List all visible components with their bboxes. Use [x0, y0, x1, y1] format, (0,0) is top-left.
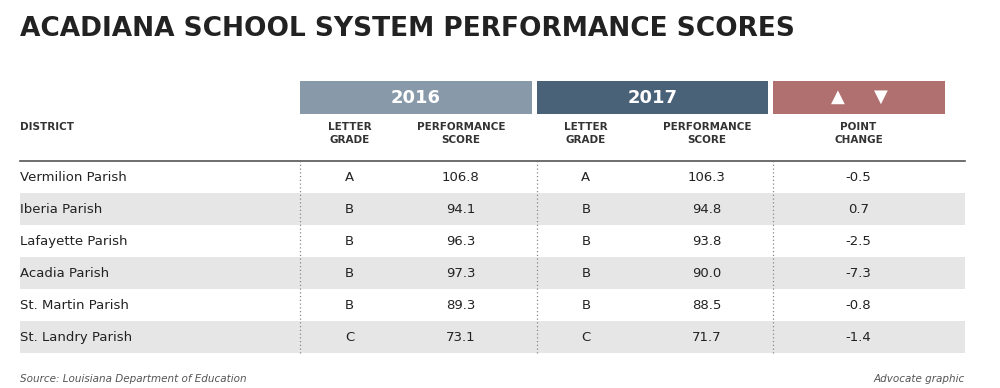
- Text: PERFORMANCE
SCORE: PERFORMANCE SCORE: [663, 122, 751, 145]
- Text: Source: Louisiana Department of Education: Source: Louisiana Department of Educatio…: [20, 374, 246, 384]
- Text: DISTRICT: DISTRICT: [20, 122, 74, 132]
- Text: B: B: [345, 234, 354, 248]
- FancyBboxPatch shape: [20, 257, 965, 289]
- Text: -0.8: -0.8: [846, 298, 871, 312]
- Text: -0.5: -0.5: [846, 170, 871, 184]
- Text: 106.8: 106.8: [442, 170, 480, 184]
- Text: A: A: [345, 170, 354, 184]
- Text: St. Landry Parish: St. Landry Parish: [20, 331, 132, 344]
- Text: 2017: 2017: [627, 89, 677, 107]
- FancyBboxPatch shape: [537, 81, 768, 114]
- Text: 90.0: 90.0: [692, 267, 722, 280]
- Text: 93.8: 93.8: [692, 234, 722, 248]
- Text: 89.3: 89.3: [446, 298, 475, 312]
- Text: Iberia Parish: Iberia Parish: [20, 203, 102, 216]
- Text: ACADIANA SCHOOL SYSTEM PERFORMANCE SCORES: ACADIANA SCHOOL SYSTEM PERFORMANCE SCORE…: [20, 16, 795, 42]
- Text: Advocate graphic: Advocate graphic: [874, 374, 965, 384]
- Text: B: B: [345, 298, 354, 312]
- Text: LETTER
GRADE: LETTER GRADE: [328, 122, 371, 145]
- Text: POINT
CHANGE: POINT CHANGE: [834, 122, 883, 145]
- Text: LETTER
GRADE: LETTER GRADE: [564, 122, 608, 145]
- Text: 94.1: 94.1: [446, 203, 475, 216]
- Text: ▲: ▲: [830, 88, 844, 106]
- Text: B: B: [581, 298, 590, 312]
- FancyBboxPatch shape: [773, 81, 945, 114]
- Text: -1.4: -1.4: [846, 331, 871, 344]
- Text: Vermilion Parish: Vermilion Parish: [20, 170, 126, 184]
- FancyBboxPatch shape: [300, 81, 532, 114]
- FancyBboxPatch shape: [20, 225, 965, 257]
- Text: -7.3: -7.3: [846, 267, 872, 280]
- Text: 88.5: 88.5: [692, 298, 722, 312]
- Text: Lafayette Parish: Lafayette Parish: [20, 234, 127, 248]
- FancyBboxPatch shape: [20, 161, 965, 193]
- FancyBboxPatch shape: [20, 193, 965, 225]
- Text: St. Martin Parish: St. Martin Parish: [20, 298, 129, 312]
- Text: B: B: [581, 203, 590, 216]
- Text: B: B: [345, 267, 354, 280]
- Text: Acadia Parish: Acadia Parish: [20, 267, 109, 280]
- Text: 106.3: 106.3: [688, 170, 726, 184]
- Text: C: C: [581, 331, 590, 344]
- FancyBboxPatch shape: [20, 289, 965, 321]
- Text: ▼: ▼: [874, 88, 888, 106]
- Text: PERFORMANCE
SCORE: PERFORMANCE SCORE: [417, 122, 505, 145]
- FancyBboxPatch shape: [20, 321, 965, 353]
- Text: B: B: [581, 267, 590, 280]
- Text: C: C: [345, 331, 354, 344]
- Text: 96.3: 96.3: [446, 234, 475, 248]
- Text: 0.7: 0.7: [848, 203, 869, 216]
- Text: 2016: 2016: [391, 89, 441, 107]
- Text: B: B: [345, 203, 354, 216]
- Text: B: B: [581, 234, 590, 248]
- Text: A: A: [581, 170, 590, 184]
- Text: -2.5: -2.5: [846, 234, 872, 248]
- Text: 71.7: 71.7: [692, 331, 722, 344]
- Text: 94.8: 94.8: [692, 203, 722, 216]
- Text: 73.1: 73.1: [446, 331, 476, 344]
- Text: 97.3: 97.3: [446, 267, 476, 280]
